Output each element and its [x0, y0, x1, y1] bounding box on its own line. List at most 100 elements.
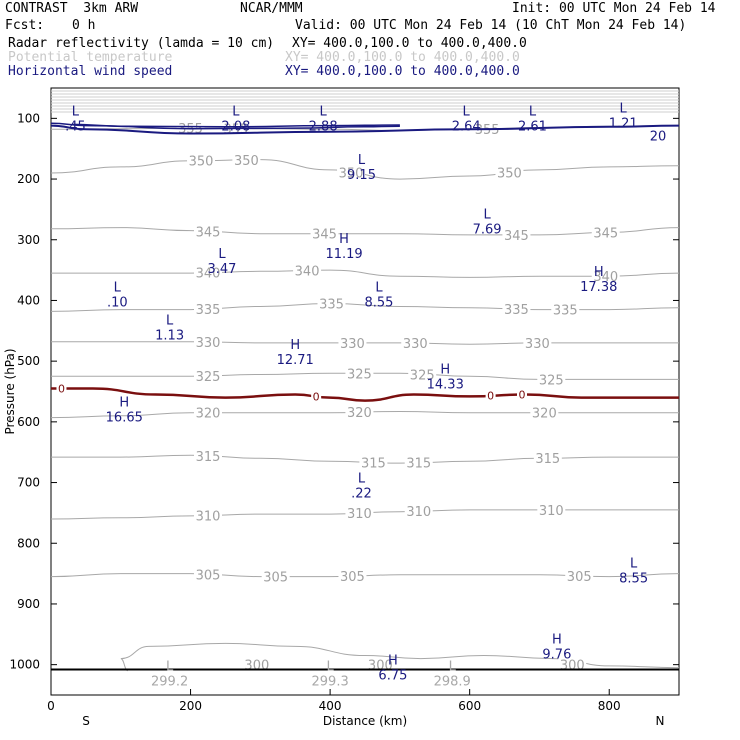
- extremum-low-marker: L: [483, 208, 491, 223]
- theta-label: 320: [347, 406, 372, 421]
- theta-label-bg: [408, 367, 437, 382]
- theta-label: 315: [361, 456, 386, 471]
- x-axis-title: Distance (km): [323, 714, 407, 728]
- theta-contour-345: [50, 227, 680, 236]
- theta-label-bg: [194, 567, 222, 582]
- extremum-value: 8.55: [364, 295, 393, 310]
- theta-label-bg: [404, 455, 433, 470]
- zero-contour-label: 0: [313, 390, 320, 403]
- theta-label: 345: [196, 225, 221, 240]
- theta-label-bg: [366, 657, 395, 672]
- extremum-value: 2.64: [452, 119, 481, 134]
- y-tick-label: 900: [17, 597, 40, 611]
- y-tick-label: 300: [17, 233, 40, 247]
- extremum-low-marker: L: [72, 104, 80, 119]
- theta-label-bg: [495, 165, 524, 180]
- y-tick-label: 600: [17, 415, 40, 429]
- theta-label-bg: [591, 269, 620, 284]
- extremum-value: 6.75: [378, 669, 407, 684]
- x-tick-label: 400: [319, 699, 342, 713]
- theta-label-bg: [537, 372, 566, 387]
- theta-label: 355: [475, 123, 500, 138]
- theta-label: 345: [312, 228, 337, 243]
- zero-label-bg: [56, 382, 67, 395]
- field-name-wind: Horizontal wind speed: [8, 64, 173, 79]
- zero-label-bg: [311, 390, 322, 403]
- theta-label: 340: [196, 267, 221, 282]
- upper-isentrope-band: [51, 90, 679, 113]
- theta-label-bg: [591, 225, 620, 240]
- theta-label: 315: [535, 452, 560, 467]
- extremum-high-marker: H: [440, 362, 450, 377]
- theta-label: 335: [196, 303, 221, 318]
- theta-label-bg: [359, 455, 388, 470]
- theta-label: 350: [339, 167, 364, 182]
- theta-label: 305: [263, 571, 288, 586]
- theta-label: 345: [504, 229, 529, 244]
- theta-label-bg: [338, 569, 367, 584]
- theta-label-bg: [194, 265, 222, 280]
- extremum-value: .10: [107, 295, 128, 310]
- extremum-low-marker: L: [218, 247, 226, 262]
- theta-label-bg: [310, 226, 339, 241]
- extremum-value: 16.65: [106, 411, 143, 426]
- theta-label-bg: [401, 336, 430, 351]
- y-tick-label: 800: [17, 536, 40, 550]
- theta-label-bg: [533, 451, 562, 466]
- theta-label-bg: [194, 405, 222, 420]
- y-tick-label: 700: [17, 476, 40, 490]
- extremum-value: .45: [65, 119, 86, 134]
- extremum-low-marker: L: [114, 280, 122, 295]
- theta-label: 300: [244, 659, 269, 674]
- extremum-low-marker: L: [630, 557, 638, 572]
- x-endpoint-right: N: [656, 714, 665, 728]
- theta-label-bg: [551, 302, 580, 317]
- theta-label-bg: [404, 504, 433, 519]
- theta-contour-340: [51, 269, 680, 278]
- x-tick-label: 200: [179, 699, 202, 713]
- theta-label-bg: [261, 569, 290, 584]
- extremum-low-marker: L: [449, 660, 457, 675]
- extremum-value: 299.3: [312, 675, 349, 690]
- extremum-value: .22: [351, 487, 372, 502]
- theta-label-bg: [523, 335, 552, 350]
- theta-label: 315: [196, 450, 221, 465]
- x-tick-label: 0: [47, 699, 55, 713]
- y-tick-label: 1000: [9, 658, 40, 672]
- wind-contour-label: 20: [650, 129, 667, 144]
- model-title: CONTRAST 3km ARW: [5, 1, 139, 16]
- theta-label-bg: [345, 506, 374, 521]
- extremum-high-marker: H: [388, 654, 398, 669]
- extremum-value: 2.88: [309, 119, 338, 134]
- theta-label-bg: [558, 657, 587, 672]
- extremum-low-marker: L: [375, 280, 383, 295]
- extremum-high-marker: H: [290, 338, 300, 353]
- extremum-low-marker: L: [166, 660, 174, 675]
- extremum-value: 17.38: [580, 280, 617, 295]
- extremum-low-marker: L: [358, 472, 366, 487]
- theta-label-bg: [337, 165, 366, 180]
- theta-label: 350: [497, 167, 522, 182]
- theta-label-bg: [187, 153, 216, 168]
- extremum-value: 2.08: [221, 119, 250, 134]
- extremum-value: 2.61: [518, 119, 547, 134]
- fcst-value: 0 h: [72, 18, 96, 33]
- extremum-low-marker: L: [620, 101, 628, 116]
- theta-label: 305: [567, 570, 592, 585]
- extrema-labels: L.45L2.08L2.88L2.64L2.61L1.21L9.15L7.69H…: [65, 101, 648, 689]
- extremum-low-marker: L: [463, 104, 471, 119]
- init-time: Init: 00 UTC Mon 24 Feb 14: [512, 1, 716, 16]
- field-name-theta: Potential temperature: [8, 50, 173, 65]
- theta-label: 330: [525, 337, 550, 352]
- theta-label-bg: [345, 405, 374, 420]
- theta-label: 310: [406, 505, 431, 520]
- extremum-low-marker: L: [326, 660, 334, 675]
- theta-label: 320: [532, 407, 557, 422]
- extremum-high-marker: H: [119, 396, 129, 411]
- theta-label-bg: [232, 152, 261, 167]
- wind-contour: [50, 124, 680, 135]
- y-tick-label: 500: [17, 354, 40, 368]
- theta-label: 335: [504, 303, 529, 318]
